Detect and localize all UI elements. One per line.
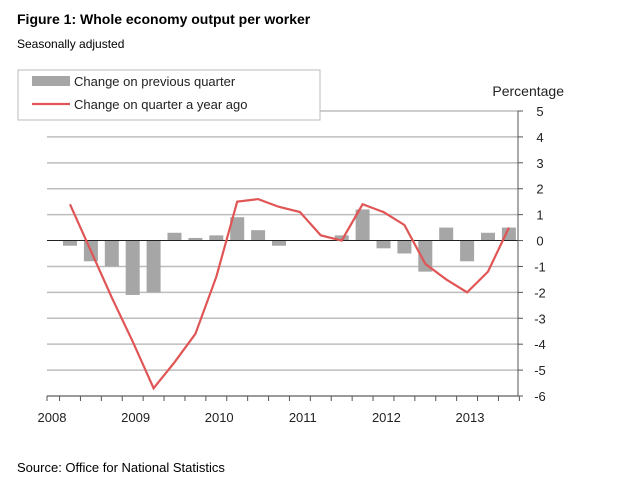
y-tick-label: 3 (536, 156, 543, 171)
legend-label-bar: Change on previous quarter (74, 74, 236, 89)
bar-2010Q1 (230, 217, 245, 241)
y-axis-label: Percentage (492, 83, 564, 99)
bar-2010Q3 (272, 240, 286, 246)
bar-2009Q3 (188, 237, 203, 241)
chart-subtitle: Seasonally adjusted (17, 37, 125, 51)
bar-2008Q3 (104, 240, 119, 267)
bar-2011Q3 (355, 209, 370, 241)
x-tick-label: 2011 (289, 410, 317, 425)
y-tick-label: -1 (534, 259, 546, 274)
y-tick-label: -4 (534, 337, 546, 352)
bar-2009Q1 (146, 240, 161, 293)
x-tick-label: 2010 (205, 410, 234, 425)
legend-label-line: Change on quarter a year ago (74, 97, 247, 112)
y-tick-label: -3 (534, 311, 546, 326)
bar-2011Q4 (376, 240, 391, 249)
bar-2012Q1 (397, 240, 412, 254)
x-tick-label: 2013 (456, 410, 485, 425)
y-tick-label: -5 (534, 363, 546, 378)
bar-2009Q2 (167, 232, 182, 241)
series-line (68, 197, 510, 391)
bar-2012Q3 (439, 227, 454, 241)
chart-title: Figure 1: Whole economy output per worke… (17, 11, 311, 27)
x-tick-label: 2008 (38, 410, 67, 425)
y-tick-label: 2 (536, 182, 543, 197)
bar-2013Q1 (481, 232, 495, 241)
bar-2009Q4 (209, 235, 224, 241)
y-tick-label: 0 (536, 234, 543, 249)
legend-swatch-bar (32, 76, 70, 86)
y-tick-label: 4 (536, 130, 543, 145)
bar-2012Q2 (418, 240, 433, 272)
y-tick-label: -6 (534, 389, 546, 404)
y-tick-label: 5 (536, 104, 543, 119)
y-tick-label: -2 (534, 285, 546, 300)
bar-2008Q1 (63, 240, 77, 246)
source-note: Source: Office for National Statistics (17, 460, 225, 475)
bar-2010Q2 (251, 230, 266, 241)
bar-2012Q4 (460, 240, 475, 262)
x-tick-label: 2009 (121, 410, 150, 425)
y-tick-label: 1 (536, 208, 543, 223)
x-tick-label: 2012 (372, 410, 401, 425)
bar-2011Q2 (334, 235, 349, 241)
bar-2008Q4 (125, 240, 140, 295)
